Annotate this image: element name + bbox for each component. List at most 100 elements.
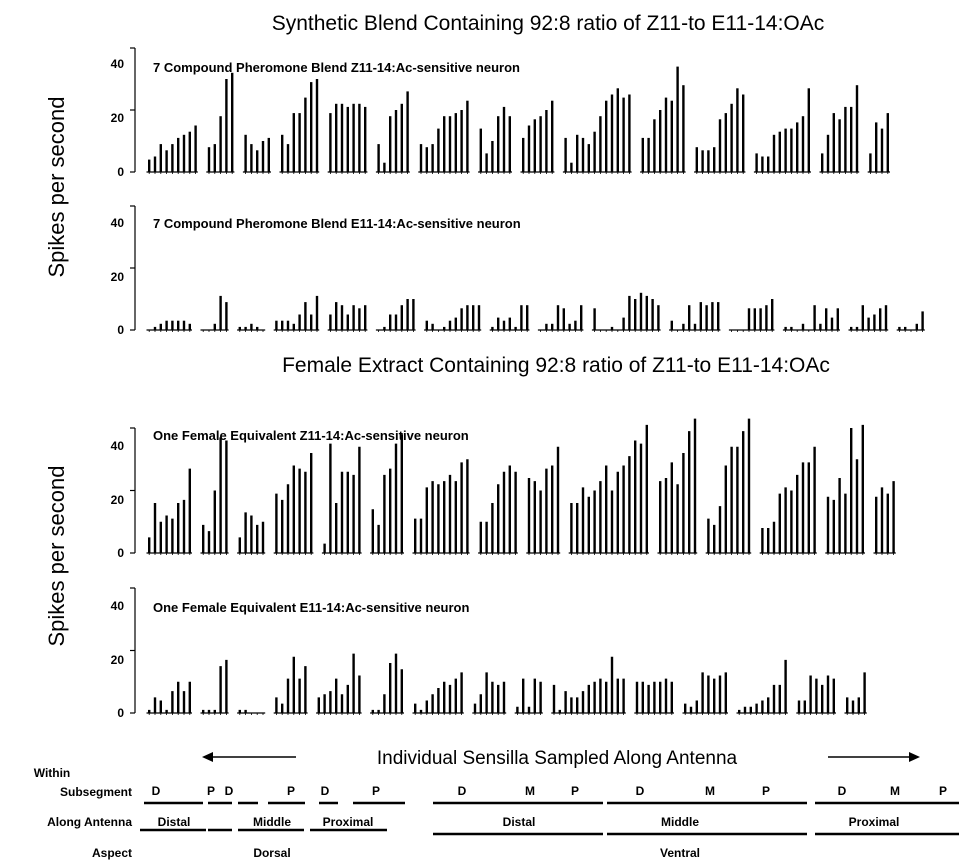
bar [213, 490, 216, 553]
bar [275, 697, 278, 713]
bar [346, 106, 349, 172]
bar [767, 528, 770, 553]
bar [466, 305, 469, 330]
bar [886, 113, 889, 172]
bar [832, 678, 835, 713]
bar [238, 709, 241, 713]
bar [610, 94, 614, 172]
bar [593, 490, 596, 553]
bar [647, 137, 650, 172]
bar [389, 314, 392, 330]
bar [466, 100, 469, 172]
bar [772, 521, 776, 553]
bar [718, 119, 722, 172]
bar [364, 305, 367, 330]
bar [148, 709, 151, 713]
y-tick-label: 20 [111, 493, 125, 507]
bar [651, 299, 654, 330]
bar [443, 116, 446, 172]
bar [645, 424, 648, 553]
bar [159, 700, 162, 713]
bar [352, 305, 355, 330]
bar [425, 320, 428, 330]
bar [533, 678, 536, 713]
bar [497, 317, 500, 330]
bar [771, 299, 774, 330]
bar [724, 465, 727, 553]
bar [564, 137, 567, 172]
bar [443, 481, 446, 553]
bar [213, 144, 216, 172]
bar [904, 326, 907, 330]
bar [863, 672, 866, 713]
bar [533, 119, 536, 172]
bar [790, 326, 793, 330]
bar [867, 317, 870, 330]
within-subsegment-label: M [890, 784, 900, 798]
bar [377, 144, 380, 172]
bar [400, 103, 403, 172]
bar [352, 653, 355, 713]
bar [564, 691, 567, 713]
bar [383, 326, 386, 330]
bar [261, 141, 265, 172]
bar [188, 468, 191, 553]
bar [772, 134, 776, 172]
bar [502, 681, 506, 713]
bar [844, 106, 847, 172]
bar [286, 144, 290, 172]
bar [171, 518, 174, 553]
bar [425, 700, 428, 713]
bar [855, 459, 859, 553]
bar [352, 103, 355, 172]
bar [593, 308, 596, 330]
bar [454, 678, 457, 713]
bar [610, 656, 614, 713]
bar [329, 113, 332, 172]
bar [479, 694, 482, 713]
bar [431, 144, 434, 172]
bar [188, 131, 191, 172]
bar [177, 137, 180, 172]
bar [587, 684, 590, 713]
bar [730, 446, 733, 553]
bar [622, 678, 625, 713]
bar [394, 443, 398, 553]
bar [207, 147, 211, 172]
bar [568, 323, 571, 330]
bar [832, 499, 835, 553]
bar [875, 122, 878, 172]
bar [664, 97, 668, 172]
bar [250, 323, 253, 330]
bar [171, 144, 174, 172]
bar [707, 675, 710, 713]
bar [165, 515, 168, 553]
bar [207, 531, 211, 553]
bar [389, 663, 392, 713]
bar [358, 446, 361, 553]
bar [628, 295, 631, 330]
bar [182, 320, 186, 330]
bar [684, 703, 687, 713]
bar [772, 684, 776, 713]
bar [514, 326, 517, 330]
bar [520, 305, 523, 330]
bar [448, 474, 452, 553]
bar [377, 524, 380, 553]
bar [576, 503, 579, 553]
bar [479, 128, 482, 172]
bar [778, 131, 781, 172]
bar [796, 474, 799, 553]
bar [689, 706, 693, 713]
bar [821, 153, 824, 172]
bar [778, 684, 781, 713]
bar [659, 681, 662, 713]
bar [755, 703, 758, 713]
chart-title-synthetic: Synthetic Blend Containing 92:8 ratio of… [272, 12, 825, 35]
bar [310, 82, 313, 172]
bar [670, 100, 673, 172]
bar [664, 678, 668, 713]
bar [219, 666, 222, 713]
bar [545, 110, 548, 172]
